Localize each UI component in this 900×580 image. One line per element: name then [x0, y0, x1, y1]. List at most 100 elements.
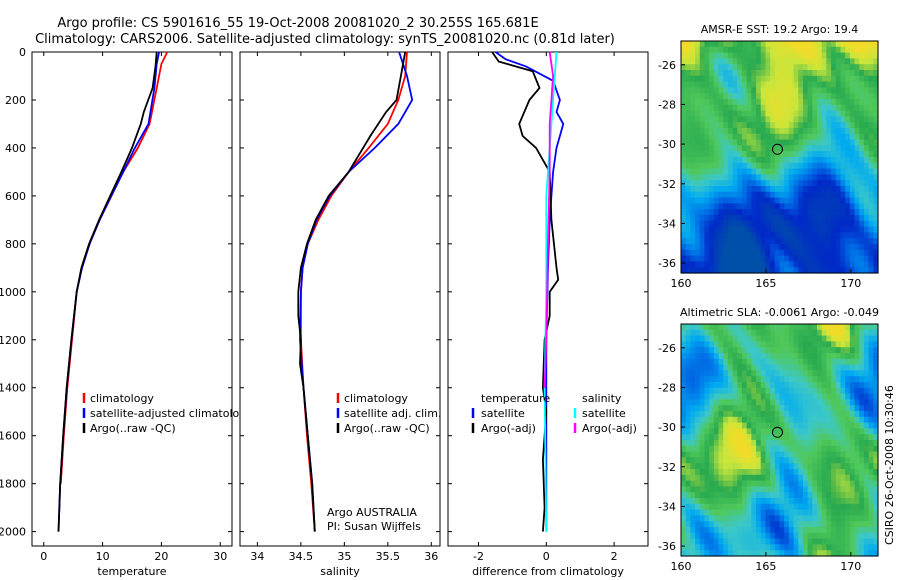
map-cell	[859, 486, 865, 493]
map-cell	[831, 197, 837, 204]
map-cell	[774, 387, 781, 395]
map-cell	[732, 232, 738, 239]
map-cell	[812, 244, 818, 251]
map-cell	[854, 220, 860, 228]
map-cell	[779, 544, 785, 551]
map-cell	[756, 197, 762, 204]
map-cell	[854, 509, 860, 516]
map-cell	[812, 145, 818, 152]
map-cell	[812, 128, 818, 135]
map-cell	[845, 358, 851, 366]
map-cell	[727, 527, 734, 534]
map-cell	[709, 162, 715, 170]
map-cell	[840, 64, 846, 71]
map-cell	[737, 203, 743, 210]
map-cell	[779, 203, 785, 210]
x-tick-label: 165	[755, 560, 776, 573]
map-cell	[699, 70, 706, 77]
map-cell	[826, 93, 832, 100]
map-cell	[845, 440, 851, 447]
map-cell	[793, 46, 799, 54]
map-cell	[723, 480, 729, 487]
map-cell	[770, 168, 776, 175]
map-cell	[704, 387, 710, 395]
y-tick-label: -26	[658, 59, 676, 72]
map-cell	[699, 52, 706, 59]
map-cell	[704, 509, 710, 516]
map-cell	[798, 376, 804, 383]
map-cell	[849, 133, 856, 141]
map-cell	[699, 238, 706, 245]
map-cell	[831, 46, 837, 54]
map-cell	[732, 87, 738, 94]
map-cell	[817, 544, 823, 551]
map-cell	[760, 469, 767, 476]
map-cell	[770, 474, 776, 482]
map-cell	[774, 162, 781, 170]
map-cell	[835, 116, 842, 123]
map-cell	[817, 445, 823, 453]
map-cell	[840, 87, 846, 94]
map-cell	[854, 329, 860, 337]
map-cell	[788, 492, 795, 499]
map-cell	[845, 110, 851, 117]
map-cell	[826, 387, 832, 395]
map-cell	[774, 498, 781, 505]
map-cell	[774, 538, 781, 545]
map-cell	[868, 52, 874, 59]
map-cell	[873, 416, 879, 424]
map-cell	[826, 238, 832, 245]
map-cell	[873, 209, 879, 216]
map-cell	[709, 469, 715, 476]
map-cell	[807, 463, 813, 470]
map-cell	[793, 503, 799, 511]
map-cell	[756, 416, 762, 424]
map-cell	[826, 445, 832, 453]
map-cell	[737, 238, 743, 245]
map-cell	[713, 532, 720, 540]
map-cell	[784, 81, 790, 88]
map-cell	[732, 538, 738, 545]
map-cell	[746, 538, 752, 545]
map-cell	[868, 180, 874, 187]
map-cell	[840, 191, 846, 199]
map-cell	[784, 347, 790, 354]
map-cell	[741, 341, 748, 348]
map-cell	[751, 347, 757, 354]
map-cell	[854, 128, 860, 135]
map-cell	[774, 451, 781, 458]
map-cell	[718, 544, 724, 551]
map-cell	[802, 469, 809, 476]
map-cell	[713, 434, 720, 441]
map-cell	[854, 393, 860, 400]
map-cell	[741, 492, 748, 499]
map-cell	[784, 255, 790, 262]
map-cell	[690, 440, 696, 447]
map-cell	[854, 99, 860, 106]
map-cell	[802, 550, 809, 557]
map-cell	[723, 509, 729, 516]
map-cell	[802, 370, 809, 377]
map-cell	[798, 463, 804, 470]
map-cell	[868, 64, 874, 71]
map-cell	[774, 532, 781, 540]
map-cell	[718, 203, 724, 210]
map-cell	[788, 440, 795, 447]
map-cell	[699, 469, 706, 476]
map-cell	[873, 457, 879, 464]
map-cell	[821, 261, 827, 268]
map-cell	[756, 99, 762, 106]
map-cell	[798, 81, 804, 88]
map-cell	[741, 376, 748, 383]
map-cell	[737, 232, 743, 239]
map-cell	[854, 440, 860, 447]
map-cell	[713, 70, 720, 77]
map-cell	[690, 527, 696, 534]
map-cell	[741, 440, 748, 447]
map-cell	[741, 422, 748, 429]
map-cell	[854, 157, 860, 164]
map-cell	[727, 110, 734, 117]
y-tick-label: 200	[5, 94, 26, 107]
map-cell	[854, 238, 860, 245]
